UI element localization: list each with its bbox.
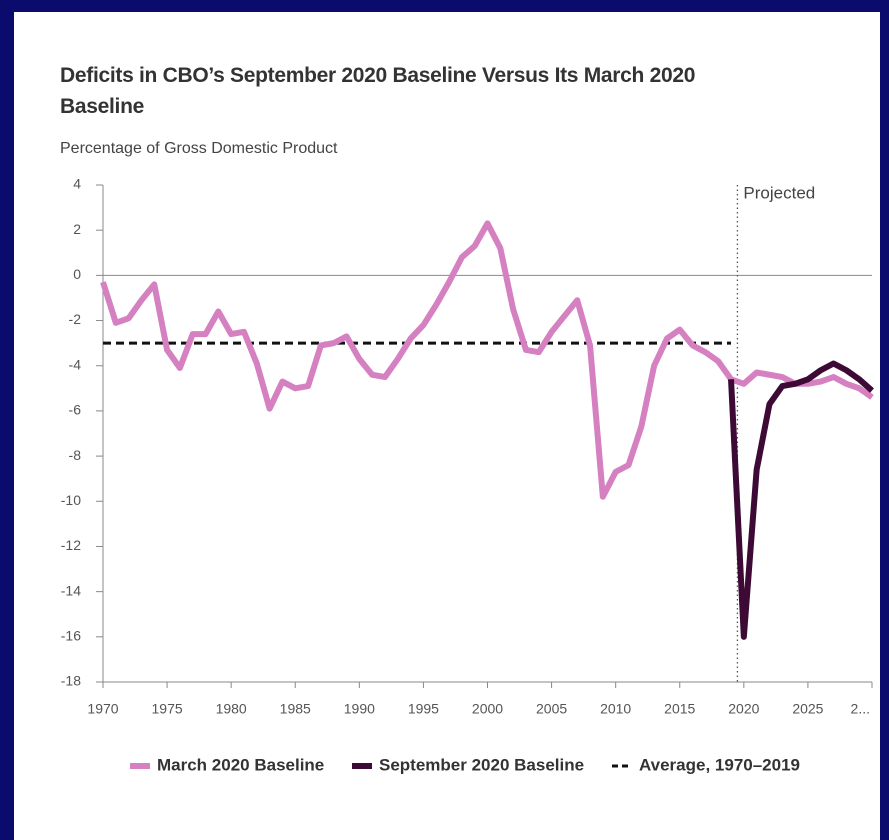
x-tick-label: 2000 (472, 701, 503, 717)
x-tick-label: 1990 (344, 701, 375, 717)
series-line (728, 360, 874, 640)
x-tick-label: 2025 (792, 701, 823, 717)
y-tick-label: 4 (73, 176, 81, 192)
y-tick-label: 2 (73, 221, 81, 237)
x-tick-label: 1980 (216, 701, 247, 717)
y-tick-label: -18 (61, 673, 81, 689)
x-tick-label: 2005 (536, 701, 567, 717)
legend-label: September 2020 Baseline (379, 755, 584, 774)
y-tick-label: -14 (61, 582, 81, 598)
projected-label: Projected (743, 183, 815, 202)
legend-label: March 2020 Baseline (157, 755, 324, 774)
y-tick-label: -2 (69, 311, 82, 327)
x-tick-label: 1975 (152, 701, 183, 717)
series-line (100, 220, 874, 500)
y-tick-label: -16 (61, 628, 81, 644)
x-tick-label: 2010 (600, 701, 631, 717)
y-tick-label: -8 (69, 447, 82, 463)
chart-subtitle: Percentage of Gross Domestic Product (60, 140, 338, 157)
legend-label: Average, 1970–2019 (639, 755, 800, 774)
y-tick-label: 0 (73, 266, 81, 282)
x-tick-label: 2020 (728, 701, 759, 717)
x-tick-label: 1985 (280, 701, 311, 717)
x-tick-label: 2... (851, 701, 870, 717)
y-tick-label: -12 (61, 537, 81, 553)
chart-title: Deficits in CBO’s September 2020 Baselin… (60, 64, 696, 118)
x-tick-label: 2015 (664, 701, 695, 717)
y-tick-label: -6 (69, 402, 82, 418)
x-tick-label: 1970 (87, 701, 118, 717)
y-tick-label: -4 (69, 356, 82, 372)
x-tick-label: 1995 (408, 701, 439, 717)
y-tick-label: -10 (61, 492, 81, 508)
